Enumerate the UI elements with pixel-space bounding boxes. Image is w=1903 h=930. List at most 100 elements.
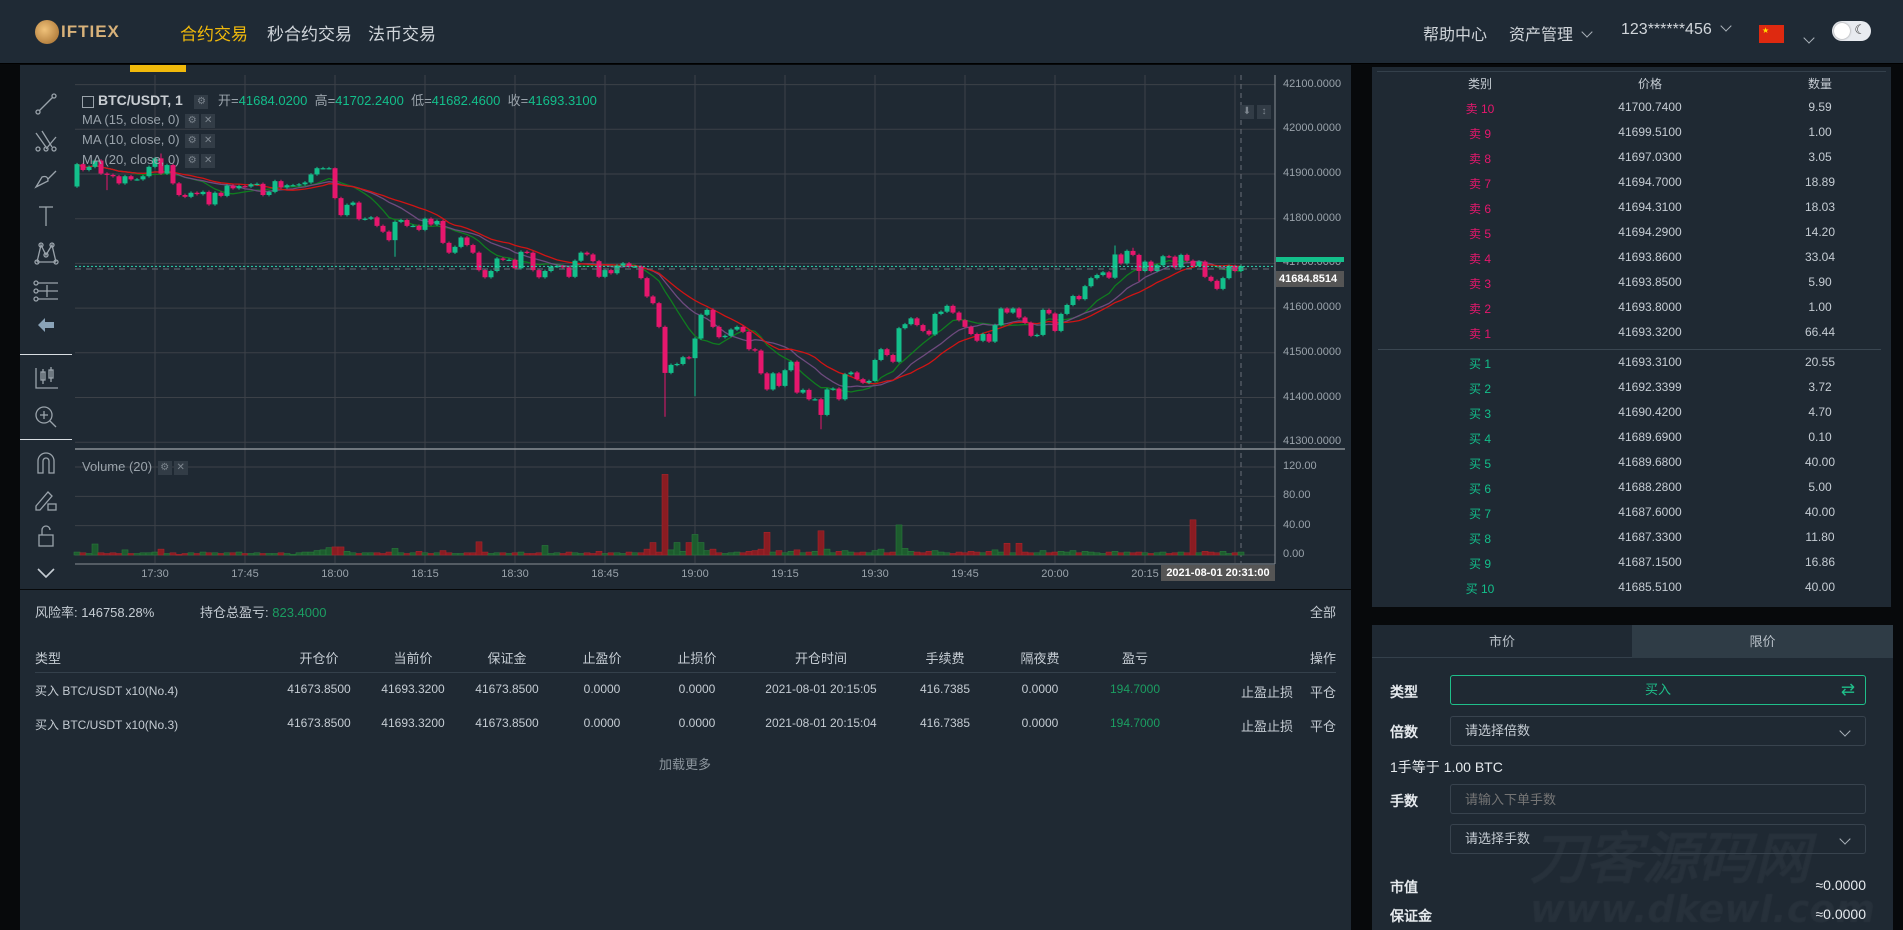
bid-side: 买 6 [1468,482,1492,496]
chevron-down-icon[interactable] [1803,32,1815,44]
load-more-button[interactable]: 加载更多 [658,757,712,772]
price-tick-label: 42100.0000 [1283,77,1342,90]
time-tick-label: 18:45 [591,568,619,580]
lock-drawings-icon[interactable] [32,486,60,514]
bid-amount[interactable]: 3.72 [1808,380,1832,394]
ask-amount[interactable]: 66.44 [1804,325,1836,339]
chart-panel[interactable] [20,65,1351,589]
pattern-icon[interactable] [32,240,60,268]
buy-sell-toggle[interactable]: 买入 ⇄ [1450,675,1866,705]
orderbook-top-line [1377,71,1886,72]
ask-price[interactable]: 41699.5100 [1618,125,1682,139]
ask-price[interactable]: 41694.7000 [1618,175,1682,189]
tab-market-order[interactable]: 市价 [1372,625,1632,658]
ask-amount[interactable]: 1.00 [1808,300,1832,314]
dark-mode-toggle[interactable]: ☾ [1832,21,1871,41]
bid-price[interactable]: 41688.2800 [1618,480,1682,494]
magnet-icon[interactable] [32,449,60,477]
bid-price[interactable]: 41693.3100 [1618,355,1682,369]
back-arrow-icon[interactable] [32,311,60,339]
ask-amount[interactable]: 3.05 [1808,150,1832,164]
nav-fiat-trading[interactable]: 法币交易 [368,25,436,44]
logo[interactable]: IFTIEX [35,18,120,46]
measure-icon[interactable] [32,277,60,305]
lots-select[interactable]: 请选择手数 [1450,824,1866,854]
leverage-select[interactable]: 请选择倍数 [1450,716,1866,746]
close-icon[interactable]: ✕ [201,133,216,148]
chevron-down-icon[interactable] [32,559,60,587]
ask-amount[interactable]: 9.59 [1808,100,1832,114]
trend-line-icon[interactable] [32,90,60,118]
ask-amount[interactable]: 1.00 [1808,125,1832,139]
bid-amount[interactable]: 5.00 [1808,480,1832,494]
bid-price[interactable]: 41689.6900 [1618,430,1682,444]
bid-amount[interactable]: 20.55 [1804,355,1836,369]
all-filter-button[interactable]: 全部 [1309,605,1336,620]
text-tool-icon[interactable] [32,202,60,230]
brush-icon[interactable] [32,165,60,193]
china-flag-icon[interactable] [1759,25,1784,43]
gear-icon[interactable]: ⚙ [185,153,200,168]
bid-amount[interactable]: 40.00 [1804,455,1836,469]
ask-amount[interactable]: 5.90 [1808,275,1832,289]
cell-margin: 41673.8500 [475,716,539,730]
bid-amount[interactable]: 40.00 [1804,505,1836,519]
nav-contract-trading[interactable]: 合约交易 [180,25,248,44]
high-label: 高= [314,93,336,108]
bid-price[interactable]: 41687.6000 [1618,505,1682,519]
ask-amount[interactable]: 18.03 [1804,200,1836,214]
ask-price[interactable]: 41694.3100 [1618,200,1682,214]
tp-sl-button[interactable]: 止盈止损 [1240,685,1294,700]
close-icon[interactable]: ✕ [201,113,216,128]
ask-price[interactable]: 41700.7400 [1618,100,1682,114]
close-position-button[interactable]: 平仓 [1309,719,1336,734]
scroll-to-end-icon[interactable]: ⬇ [1240,105,1254,119]
indicators-icon[interactable] [32,364,60,392]
close-icon[interactable]: ✕ [173,460,188,475]
nav-second-contract[interactable]: 秒合约交易 [267,25,352,44]
gear-icon[interactable]: ⚙ [185,113,200,128]
lots-input[interactable] [1450,784,1866,814]
asset-management-menu[interactable]: 资产管理 [1509,21,1593,45]
gear-icon[interactable]: ⚙ [194,94,209,109]
close-icon[interactable]: ✕ [201,153,216,168]
ask-price[interactable]: 41697.0300 [1618,150,1682,164]
auto-scale-icon[interactable]: ↕ [1257,105,1271,119]
tp-sl-button[interactable]: 止盈止损 [1240,719,1294,734]
close-position-button[interactable]: 平仓 [1309,685,1336,700]
bid-amount[interactable]: 0.10 [1808,430,1832,444]
collapse-icon[interactable] [82,95,94,108]
user-menu[interactable]: 123******456 [1621,20,1732,39]
last-price-marker [1276,257,1344,262]
bid-price[interactable]: 41689.6800 [1618,455,1682,469]
gear-icon[interactable]: ⚙ [157,460,172,475]
volume-tick-label: 40.00 [1283,518,1311,531]
ask-price[interactable]: 41693.8500 [1618,275,1682,289]
pitchfork-icon[interactable] [32,127,60,155]
ask-price[interactable]: 41693.3200 [1618,325,1682,339]
ask-price[interactable]: 41694.2900 [1618,225,1682,239]
ask-amount[interactable]: 18.89 [1804,175,1836,189]
ask-amount[interactable]: 14.20 [1804,225,1836,239]
column-header: 类型 [35,651,62,666]
bid-amount[interactable]: 40.00 [1804,580,1836,594]
gear-icon[interactable]: ⚙ [185,133,200,148]
ask-price[interactable]: 41693.8000 [1618,300,1682,314]
ask-amount[interactable]: 33.04 [1804,250,1836,264]
bid-price[interactable]: 41687.1500 [1618,555,1682,569]
swap-icon[interactable]: ⇄ [1840,680,1855,699]
ask-side: 卖 7 [1468,177,1492,191]
bid-price[interactable]: 41692.3399 [1618,380,1682,394]
bid-amount[interactable]: 16.86 [1804,555,1836,569]
zoom-in-icon[interactable] [32,403,60,431]
bid-amount[interactable]: 4.70 [1808,405,1832,419]
type-label: 类型 [1390,684,1418,700]
bid-price[interactable]: 41687.3300 [1618,530,1682,544]
bid-price[interactable]: 41685.5100 [1618,580,1682,594]
help-center-link[interactable]: 帮助中心 [1423,27,1488,44]
unlock-icon[interactable] [32,522,60,550]
ask-price[interactable]: 41693.8600 [1618,250,1682,264]
bid-price[interactable]: 41690.4200 [1618,405,1682,419]
bid-amount[interactable]: 11.80 [1805,530,1835,544]
tab-limit-order[interactable]: 限价 [1632,625,1893,658]
